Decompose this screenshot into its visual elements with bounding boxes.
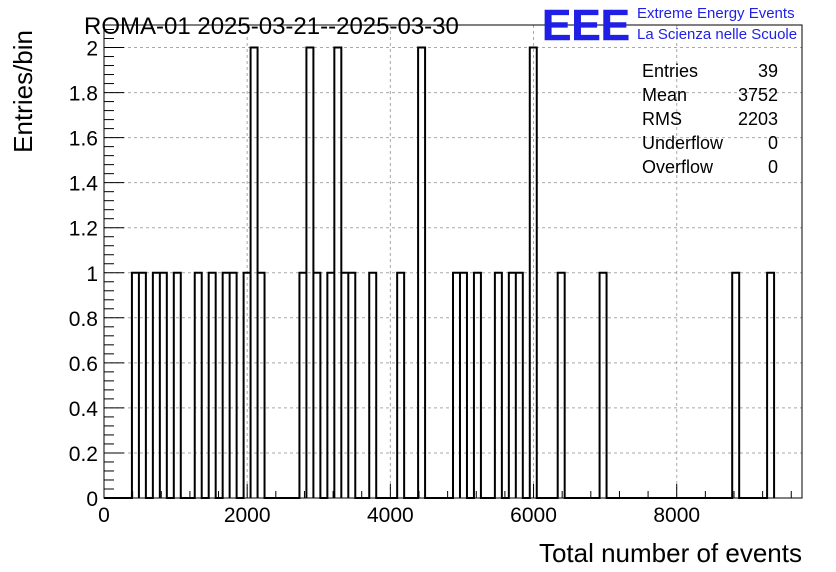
y-tick-label: 0.2 [69,443,98,466]
histogram-bin [516,273,523,498]
histogram-bin [369,273,376,498]
histogram-bin [495,273,502,498]
y-tick-label: 2 [86,38,98,61]
histogram-bin [767,273,774,498]
stats-value: 0 [768,157,778,177]
histogram-bin [223,273,230,498]
x-tick-label: 2000 [224,504,271,527]
stats-label: Mean [642,85,687,105]
histogram-bin [153,273,160,498]
histogram-bin [195,273,202,498]
histogram-bin [132,273,139,498]
stats-label: Overflow [642,157,714,177]
x-tick-label: 8000 [653,504,700,527]
x-tick-label: 0 [98,504,110,527]
stats-label: Underflow [642,133,724,153]
histogram-bin [174,273,181,498]
eee-logo-mark: EEE [542,1,630,50]
stats-value: 3752 [738,85,778,105]
x-axis-label: Total number of events [539,538,802,568]
y-tick-label: 0.8 [69,308,98,331]
histogram-bin [341,273,348,498]
stats-value: 0 [768,133,778,153]
y-tick-label: 1.6 [69,128,98,151]
stats-value: 39 [758,61,778,81]
histogram-bin [258,273,265,498]
logo-line-1: Extreme Energy Events [637,5,795,22]
eee-logo: EEE Extreme Energy Events La Scienza nel… [542,1,797,51]
y-tick-label: 0 [86,488,98,511]
x-tick-label: 4000 [367,504,414,527]
axis-ticks [103,29,792,499]
histogram-bin [160,273,167,498]
y-tick-label: 1.4 [69,173,99,196]
stats-box: Entries 39 Mean 3752 RMS 2203 Underflow 0 Overfl… [642,61,778,177]
plot-frame [103,24,803,499]
histogram-bin [139,273,146,498]
x-tick-label: 6000 [510,504,557,527]
histogram-bin [209,273,216,498]
stats-value: 2203 [738,109,778,129]
y-tick-label: 1.8 [69,83,98,106]
logo-line-2: La Scienza nelle Scuole [637,26,797,43]
histogram-bin [397,273,404,498]
y-tick-label: 0.6 [69,353,98,376]
y-axis-label: Entries/bin [8,30,38,153]
histogram-bin [453,273,460,498]
histogram-bin [299,273,306,498]
y-tick-label: 1.2 [69,218,98,241]
stats-label: RMS [642,109,682,129]
tick-labels: 0 2000 4000 6000 8000 0 0.2 0.4 0.6 0.8 1 1.2 1.4 1.6… [69,38,700,527]
y-tick-label: 0.4 [69,398,99,421]
histogram-bin [474,273,481,498]
histogram-bin [313,273,320,498]
chart-title: ROMA-01 2025-03-21--2025-03-30 [84,13,459,40]
histogram-bin [732,273,739,498]
histogram-bin [348,273,355,498]
y-tick-label: 1 [86,263,98,286]
histogram-bin [460,273,467,498]
stats-label: Entries [642,61,698,81]
histogram-bin [558,273,565,498]
histogram-bin [327,273,334,498]
histogram-bin [600,273,607,498]
histogram-bin [509,273,516,498]
histogram-bin [230,273,237,498]
